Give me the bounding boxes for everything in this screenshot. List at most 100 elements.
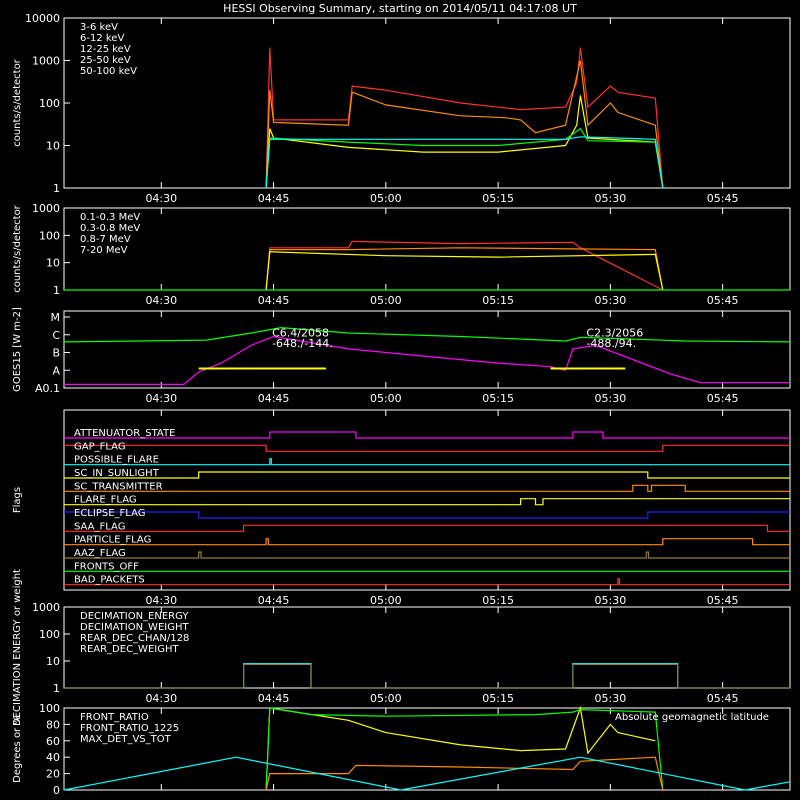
flag-2-trace bbox=[64, 458, 790, 466]
panel-5-ytick-label: 40 bbox=[46, 751, 60, 764]
panel-5-legend-0: FRONT_RATIO bbox=[80, 712, 149, 723]
panel-0-series-4-line bbox=[265, 136, 664, 189]
panel-0-xtick-label: 04:30 bbox=[145, 192, 177, 205]
panel-0-xtick-label: 05:45 bbox=[707, 192, 739, 205]
flag-2-label: POSSIBLE_FLARE bbox=[74, 455, 159, 466]
panel-1-xtick-label: 04:30 bbox=[145, 294, 177, 307]
flag-4-label: SC_TRANSMITTER bbox=[74, 481, 163, 492]
panel-0-ytick-label: 100 bbox=[39, 97, 60, 110]
panel-1-ytick-label: 10 bbox=[46, 257, 60, 270]
panel-4-xtick-label: 04:30 bbox=[145, 692, 177, 705]
panel-3-xtick-label: 05:30 bbox=[595, 594, 627, 607]
panel-0-series-1-line bbox=[265, 60, 664, 189]
panel-2-ytick-label: A bbox=[52, 364, 60, 377]
panel-4-xtick-label: 05:00 bbox=[370, 692, 402, 705]
flag-10-label: FRONTS_OFF bbox=[74, 561, 139, 572]
panel-3-xtick-label: 05:15 bbox=[482, 594, 514, 607]
panel-4-xtick-label: 05:30 bbox=[595, 692, 627, 705]
panel-2-xtick-label: 05:15 bbox=[482, 392, 514, 405]
panel-1-ytick-label: 1000 bbox=[32, 202, 60, 215]
panel-0-xtick-label: 05:15 bbox=[482, 192, 514, 205]
panel-1-ytick-label: 100 bbox=[39, 229, 60, 242]
panel-1-legend-2: 0.8-7 MeV bbox=[80, 234, 131, 245]
panel-0-ytick-label: 1000 bbox=[32, 55, 60, 68]
panel-0-legend-2: 12-25 keV bbox=[80, 44, 131, 55]
flag-11-trace bbox=[64, 578, 790, 586]
panel-2-xtick-label: 05:45 bbox=[707, 392, 739, 405]
panel-1-legend-1: 0.3-0.8 MeV bbox=[80, 223, 140, 234]
panel-0-frame bbox=[63, 17, 791, 189]
panel-4-series-2-line bbox=[64, 662, 790, 689]
panel-5-ytick-label: 60 bbox=[46, 735, 60, 748]
panel-5-series-0-line bbox=[265, 705, 656, 791]
panel-0-ytick-label: 10 bbox=[46, 140, 60, 153]
panel-1-series-0-line bbox=[265, 240, 664, 291]
panel-3-xtick-label: 04:45 bbox=[258, 594, 290, 607]
panel-2-xtick-label: 04:30 bbox=[145, 392, 177, 405]
panel-4-series-3-line bbox=[64, 663, 790, 689]
flag-0-label: ATTENUATOR_STATE bbox=[74, 428, 175, 439]
panel-0-series-2-line bbox=[265, 95, 664, 189]
panel-4-legend-1: DECIMATION_WEIGHT bbox=[80, 622, 189, 633]
panel-0-series-3-line bbox=[265, 127, 664, 189]
panel-0-xtick-label: 04:45 bbox=[258, 192, 290, 205]
panel-1-frame bbox=[63, 207, 791, 291]
panel-1-ytick-label: 1 bbox=[53, 284, 60, 297]
flag-9-label: AAZ_FLAG bbox=[74, 548, 126, 559]
flag-8-trace bbox=[64, 538, 790, 546]
panel-5-series-1-line bbox=[265, 707, 664, 791]
panel-4-legend-2: REAR_DEC_CHAN/128 bbox=[80, 633, 189, 644]
panel-5-frame bbox=[63, 707, 791, 791]
figure-title: HESSI Observing Summary, starting on 201… bbox=[223, 2, 577, 15]
panel-0-xtick-label: 05:00 bbox=[370, 192, 402, 205]
panel-5-legend-1: FRONT_RATIO_1225 bbox=[80, 723, 179, 734]
panel-5-series-2-line bbox=[265, 756, 664, 791]
panel-1-legend-0: 0.1-0.3 MeV bbox=[80, 212, 140, 223]
panel-1-series-2-line bbox=[265, 251, 664, 291]
panel-3-frame bbox=[63, 409, 791, 591]
flag-7-label: SAA_FLAG bbox=[74, 521, 125, 532]
panel-2-annotation-0: C6.4/2058 bbox=[272, 327, 329, 340]
panel-3-xtick-label: 05:45 bbox=[707, 594, 739, 607]
panel-4-ytick-label: 100 bbox=[39, 628, 60, 641]
panel-4-legend-3: REAR_DEC_WEIGHT bbox=[80, 644, 179, 655]
flag-5-trace bbox=[64, 498, 790, 506]
panel-4-xtick-label: 05:15 bbox=[482, 692, 514, 705]
panel-1-legend-3: 7-20 MeV bbox=[80, 245, 128, 256]
panel-2-annotation-3: -488./94. bbox=[586, 337, 636, 350]
panel-2-ytick-label: B bbox=[52, 347, 60, 360]
flag-5-label: FLARE_FLAG bbox=[74, 495, 137, 506]
panel-0-legend-4: 50-100 keV bbox=[80, 66, 137, 77]
panel-1-xtick-label: 05:30 bbox=[595, 294, 627, 307]
panel-0-xtick-label: 05:30 bbox=[595, 192, 627, 205]
flag-1-label: GAP_FLAG bbox=[74, 441, 126, 452]
flag-9-trace bbox=[64, 551, 790, 559]
panel-4-ytick-label: 1 bbox=[53, 682, 60, 695]
panel-2-xtick-label: 05:00 bbox=[370, 392, 402, 405]
panel-5-ytick-label: 80 bbox=[46, 718, 60, 731]
flag-4-trace bbox=[64, 484, 790, 492]
panel-2-frame bbox=[63, 310, 791, 389]
flag-8-label: PARTICLE_FLAG bbox=[74, 535, 151, 546]
panel-2-ytick-label: M bbox=[51, 311, 61, 324]
panel-2-xtick-label: 05:30 bbox=[595, 392, 627, 405]
panel-0-legend-3: 25-50 keV bbox=[80, 55, 131, 66]
panel-5-series-3-line bbox=[63, 756, 791, 791]
panel-2-xtick-label: 04:45 bbox=[258, 392, 290, 405]
panel-4-ytick-label: 1000 bbox=[32, 601, 60, 614]
panel-0-legend-0: 3-6 keV bbox=[80, 22, 118, 33]
panel-5-ylabel: Degrees or % bbox=[12, 715, 23, 783]
panel-2-ytick-label: A0.1 bbox=[35, 382, 60, 395]
panel-2-ylabel: GOES15 [W m-2] bbox=[12, 307, 23, 392]
flag-3-trace bbox=[64, 471, 790, 479]
panel-3-xtick-label: 04:30 bbox=[145, 594, 177, 607]
panel-2-annotation-1: -648./-144. bbox=[272, 337, 333, 350]
panel-0-series-0-line bbox=[265, 47, 664, 189]
panel-5-ytick-label: 100 bbox=[39, 702, 60, 715]
flag-11-label: BAD_PACKETS bbox=[74, 575, 145, 586]
panel-4-xtick-label: 04:45 bbox=[258, 692, 290, 705]
panel-5-legend-2: MAX_DET_VS_TOT bbox=[80, 734, 172, 745]
flag-0-trace bbox=[64, 431, 790, 439]
panel-3-ylabel: Flags bbox=[12, 487, 23, 513]
